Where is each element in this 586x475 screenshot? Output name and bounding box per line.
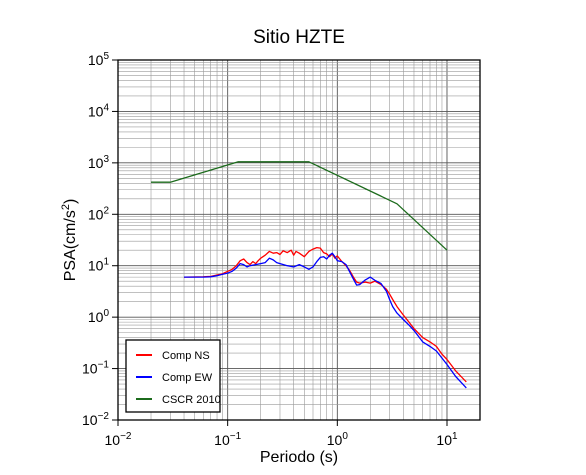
y-tick-label: 104	[88, 102, 110, 119]
x-tick-label: 10−2	[105, 431, 132, 448]
y-axis-label-superscript: 2	[60, 204, 72, 210]
chart-title: Sitio HZTE	[253, 27, 345, 48]
y-tick-label: 100	[88, 308, 110, 325]
y-tick-label: 101	[88, 257, 110, 274]
grid	[117, 59, 481, 421]
legend-label-0: Comp NS	[162, 350, 210, 362]
legend: Comp NS Comp EW CSCR 2010	[125, 339, 221, 413]
y-tick-label: 103	[88, 154, 110, 171]
y-tick-label: 10−2	[82, 411, 109, 428]
x-tick-label: 101	[436, 431, 458, 448]
x-tick-label: 10−1	[214, 431, 241, 448]
legend-label-1: Comp EW	[162, 372, 213, 384]
series-line-2	[151, 161, 448, 251]
y-axis-label-tail: )	[62, 199, 79, 204]
y-tick-label: 10−1	[82, 360, 109, 377]
x-tick-label: 100	[327, 431, 349, 448]
series-line-1	[184, 252, 467, 389]
y-axis-label-main: PSA(cm/s	[62, 210, 79, 281]
y-tick-label: 105	[88, 51, 110, 68]
series-line-0	[183, 246, 467, 383]
axes: 10−2 10−1 100 101 10−2 10−1 100 101 102 103 104 105	[82, 51, 481, 448]
legend-label-2: CSCR 2010	[162, 394, 221, 406]
x-axis-label: Periodo (s)	[260, 449, 338, 466]
y-axis-label: PSA(cm/s2)	[60, 199, 79, 282]
y-tick-label: 102	[88, 205, 110, 222]
plot-frame	[117, 59, 481, 421]
series-layer	[151, 161, 467, 389]
